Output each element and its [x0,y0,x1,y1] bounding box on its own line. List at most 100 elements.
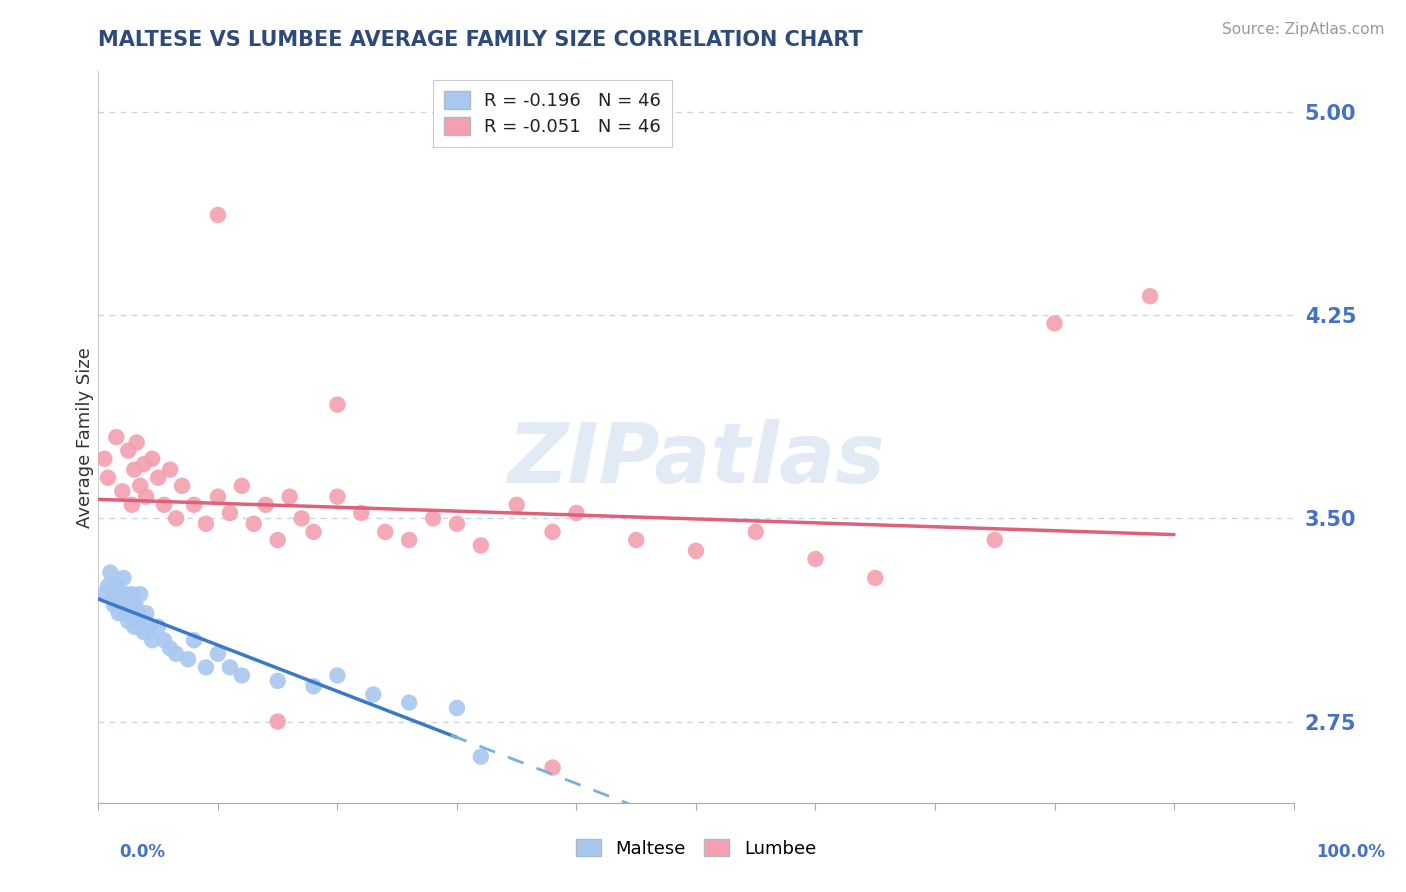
Point [135,490,157,504]
Point [97,579,120,593]
Point [138,620,160,634]
Point [219,660,242,674]
Point [446,701,468,715]
Point [541,524,564,539]
Text: 100.0%: 100.0% [1316,843,1385,861]
Point [121,498,143,512]
Point [93,587,115,601]
Point [128,620,150,634]
Point [565,506,588,520]
Point [117,443,139,458]
Point [153,633,176,648]
Point [267,673,290,688]
Legend: Maltese, Lumbee: Maltese, Lumbee [567,830,825,867]
Point [207,647,229,661]
Point [398,696,420,710]
Point [129,479,152,493]
Text: ZIPatlas: ZIPatlas [508,418,884,500]
Text: MALTESE VS LUMBEE AVERAGE FAMILY SIZE CORRELATION CHART: MALTESE VS LUMBEE AVERAGE FAMILY SIZE CO… [98,30,863,50]
Point [231,668,253,682]
Point [326,398,349,412]
Point [363,688,385,702]
Point [219,506,242,520]
Point [115,598,138,612]
Point [117,615,139,629]
Point [132,625,155,640]
Point [98,566,122,580]
Point [118,592,141,607]
Point [111,592,134,607]
Point [326,490,349,504]
Point [446,516,468,531]
Point [159,462,181,476]
Point [141,451,163,466]
Point [141,633,163,648]
Point [350,506,373,520]
Point [745,524,768,539]
Point [278,490,301,504]
Point [243,516,266,531]
Point [105,579,128,593]
Point [267,714,290,729]
Point [291,511,314,525]
Point [422,511,444,525]
Text: 0.0%: 0.0% [120,843,166,861]
Point [183,633,205,648]
Point [110,598,132,612]
Point [398,533,420,547]
Point [374,524,396,539]
Point [165,647,187,661]
Point [125,435,148,450]
Point [183,498,205,512]
Point [231,479,253,493]
Point [105,430,128,444]
Point [1139,289,1161,303]
Point [865,571,887,585]
Point [121,587,143,601]
Point [124,598,146,612]
Point [125,615,148,629]
Point [195,516,218,531]
Point [122,598,145,612]
Text: Source: ZipAtlas.com: Source: ZipAtlas.com [1222,22,1385,37]
Point [804,552,827,566]
Point [626,533,648,547]
Point [159,641,181,656]
Point [685,544,707,558]
Point [984,533,1007,547]
Point [207,208,229,222]
Point [470,538,492,552]
Point [129,587,152,601]
Point [177,652,200,666]
Point [127,606,149,620]
Point [148,620,170,634]
Point [124,462,146,476]
Point [135,606,157,620]
Point [267,533,290,547]
Point [120,606,142,620]
Point [111,484,134,499]
Point [470,749,492,764]
Point [108,587,131,601]
Point [302,679,325,693]
Point [506,498,529,512]
Point [93,451,115,466]
Point [165,511,187,525]
Point [1043,316,1066,330]
Point [172,479,194,493]
Point [114,606,136,620]
Point [107,606,129,620]
Y-axis label: Average Family Size: Average Family Size [76,347,94,527]
Point [112,571,135,585]
Point [153,498,176,512]
Point [103,598,125,612]
Point [302,524,325,539]
Point [148,471,170,485]
Point [541,761,564,775]
Point [124,620,146,634]
Point [97,471,120,485]
Point [254,498,277,512]
Point [115,587,138,601]
Point [207,490,229,504]
Point [101,592,124,607]
